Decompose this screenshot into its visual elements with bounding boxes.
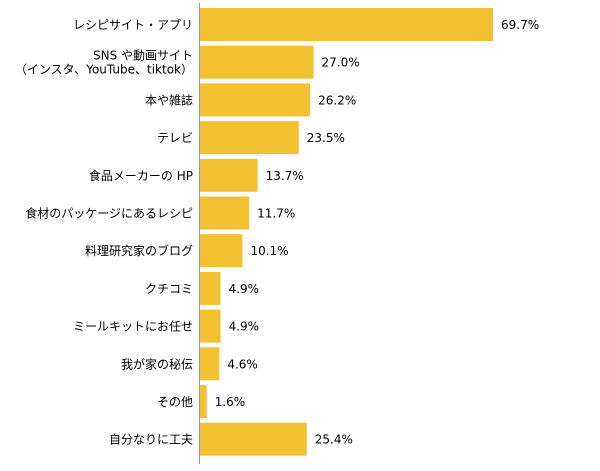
bar-4 xyxy=(200,121,299,155)
value-label-2: 27.0% xyxy=(322,56,360,70)
value-label-1: 69.7% xyxy=(501,18,539,32)
value-label-6: 11.7% xyxy=(257,207,295,221)
value-label-9: 4.9% xyxy=(229,320,259,334)
bar-7 xyxy=(200,234,243,268)
bar-3 xyxy=(200,83,311,117)
category-label-3: 本や雑誌 xyxy=(145,92,193,107)
category-label-4: テレビ xyxy=(157,131,193,145)
value-label-11: 1.6% xyxy=(215,395,246,409)
value-label-4: 23.5% xyxy=(307,131,345,145)
bar-6 xyxy=(200,196,250,230)
bar-5 xyxy=(200,158,258,192)
category-label-12: 自分なりに工夫 xyxy=(109,433,193,447)
category-label-6: 食材のパッケージにあるレシピ xyxy=(25,206,193,221)
bar-8 xyxy=(200,271,221,305)
category-label-2-line-2: （インスタ、YouTube、tiktok） xyxy=(15,63,193,77)
bar-1 xyxy=(200,8,493,41)
value-label-5: 13.7% xyxy=(266,169,304,183)
bar-10 xyxy=(200,347,220,381)
category-label-9: ミールキットにお任せ xyxy=(73,320,193,334)
value-label-3: 26.2% xyxy=(318,93,356,107)
value-label-7: 10.1% xyxy=(250,244,288,258)
labels-layer: 69.7% レシピサイト・アプリ 27.0% SNS や動画サイト（インスタ、YouT… xyxy=(15,18,539,447)
bars-layer xyxy=(200,8,493,456)
category-label-7: 料理研究家のブログ xyxy=(85,243,193,258)
category-label-5: 食品メーカーの HP xyxy=(89,168,193,183)
category-label-11: その他 xyxy=(157,395,193,409)
category-label-2-line-1: SNS や動画サイト xyxy=(93,49,193,63)
value-label-8: 4.9% xyxy=(229,282,259,296)
value-label-10: 4.6% xyxy=(227,357,258,371)
category-label-1: レシピサイト・アプリ xyxy=(73,18,193,32)
bar-9 xyxy=(200,309,221,343)
bar-12 xyxy=(200,422,307,456)
bar-11 xyxy=(200,385,207,418)
bar-2 xyxy=(200,45,314,79)
value-label-12: 25.4% xyxy=(315,433,353,447)
category-label-8: クチコミ xyxy=(145,282,193,296)
category-label-10: 我が家の秘伝 xyxy=(121,356,193,371)
